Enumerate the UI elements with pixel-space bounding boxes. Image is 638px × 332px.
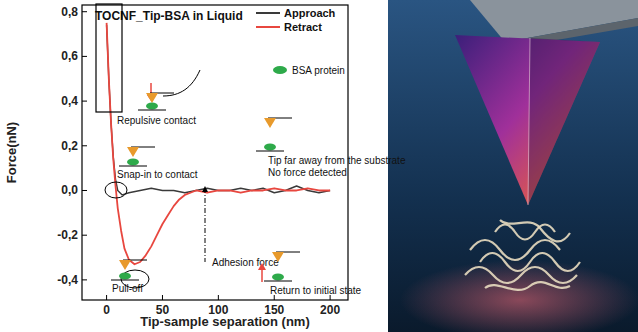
y-tick-label: 0,6	[61, 49, 78, 63]
annotation: Snap-in to contact	[117, 169, 198, 180]
series-line	[107, 23, 331, 264]
protein-icon	[146, 103, 158, 110]
inset-curve	[163, 70, 200, 96]
annotation: Pull-off	[112, 283, 143, 294]
protein-ribbon	[495, 225, 555, 240]
annotation: BSA protein	[292, 65, 345, 76]
chart-bg	[0, 0, 386, 332]
substrate-icon	[256, 151, 284, 152]
legend-label: Retract	[284, 21, 322, 33]
substrate-icon	[138, 110, 166, 111]
y-tick	[82, 145, 87, 146]
x-tick	[218, 295, 219, 300]
annotation: No force detected	[268, 167, 347, 178]
y-tick	[82, 11, 87, 12]
substrate-icon	[119, 166, 147, 167]
annotation: Return to initial state	[270, 285, 362, 296]
y-tick-label: 0,4	[61, 94, 78, 108]
y-tick	[82, 101, 87, 102]
y-tick-label: 0,8	[61, 5, 78, 19]
highlight-circle	[105, 182, 127, 198]
tip-icon	[146, 93, 158, 103]
protein-icon	[127, 159, 139, 166]
series-group	[107, 23, 331, 264]
highlight-box	[96, 4, 122, 112]
arrow-head	[258, 263, 266, 270]
annotation: Tip far away from the substrate	[268, 155, 406, 166]
legend-swatch	[256, 26, 280, 28]
y-tick-label: -0,4	[57, 273, 78, 287]
tip-icon	[127, 147, 139, 157]
afm-tip-face	[528, 38, 600, 205]
tip-edge	[528, 38, 530, 205]
y-tick	[82, 279, 87, 280]
substrate-icon	[111, 280, 139, 281]
protein-key	[273, 66, 287, 74]
y-axis-label: Force(nN)	[4, 122, 19, 183]
protein-ribbon	[465, 267, 577, 283]
protein-icon	[119, 273, 131, 280]
protein-ribbon	[500, 220, 570, 241]
y-tick	[82, 190, 87, 191]
annotation: Adhesion force	[212, 257, 279, 268]
plot-frame	[82, 5, 348, 300]
arrow-head	[202, 186, 208, 192]
chart-title: TOCNF_Tip-BSA in Liquid	[95, 9, 243, 23]
x-tick	[106, 295, 107, 300]
afm-tip	[455, 35, 600, 205]
y-tick-label: -0,2	[57, 228, 78, 242]
y-tick	[82, 235, 87, 236]
adhesion-line	[205, 188, 206, 262]
tip-icon	[272, 252, 284, 262]
y-tick	[82, 56, 87, 57]
arrow	[261, 268, 263, 282]
protein-icon	[264, 144, 276, 151]
tip-icon	[264, 118, 276, 128]
x-tick	[162, 295, 163, 300]
legend-swatch	[256, 12, 280, 14]
substrate-icon	[264, 281, 292, 282]
annotation: Repulsive contact	[117, 115, 196, 126]
x-tick-label: 0	[103, 303, 110, 317]
x-tick-label: 200	[320, 303, 340, 317]
x-axis-label: Tip-sample separation (nm)	[140, 314, 310, 329]
legend-label: Approach	[284, 7, 336, 19]
figure: 050100150200-0,4-0,20,00,20,40,60,8Tip-s…	[0, 0, 638, 332]
y-tick-label: 0,2	[61, 139, 78, 153]
y-tick-label: 0,0	[61, 183, 78, 197]
protein-ribbon	[485, 282, 570, 290]
protein-icon	[272, 274, 284, 281]
tip-icon	[119, 260, 131, 270]
